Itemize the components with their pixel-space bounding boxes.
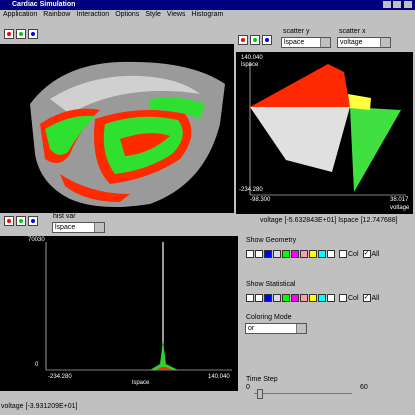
blue-button[interactable] (28, 216, 38, 226)
red-button[interactable] (4, 216, 14, 226)
window-title: Cardiac Simulation (12, 1, 76, 8)
menu-item[interactable]: Views (166, 11, 186, 18)
coloring-select[interactable]: or (245, 323, 307, 334)
y-min-label: -234.280 (239, 187, 263, 193)
hist-var-select[interactable]: lspace (52, 222, 105, 233)
geometry-row: Col ✓ All (246, 250, 379, 258)
select-value: lspace (284, 39, 305, 46)
swatch[interactable] (309, 250, 317, 258)
checkbox[interactable] (246, 250, 254, 258)
blue-button[interactable] (262, 35, 272, 45)
green-button[interactable] (250, 35, 260, 45)
hist-x-min: -234.280 (48, 374, 72, 380)
y-axis-label: lspace (241, 62, 259, 68)
time-min: 0 (246, 384, 250, 391)
slider-thumb[interactable] (257, 389, 263, 399)
col-label: Col (348, 294, 359, 302)
geometry-label: Show Geometry (246, 237, 297, 244)
menu-item[interactable]: Style (145, 11, 161, 18)
scatter-y-label: scatter y (283, 28, 310, 35)
menu-item[interactable]: Interaction (76, 11, 110, 18)
menu-bar: Application Rainbow Interaction Options … (3, 11, 223, 18)
swatch[interactable] (318, 250, 326, 258)
title-bar: Cardiac Simulation (0, 0, 415, 10)
time-max: 60 (360, 384, 368, 391)
scatter-y-select[interactable]: lspace (281, 37, 331, 48)
swatch[interactable] (327, 250, 335, 258)
x-max-label: 38.017 (390, 197, 409, 203)
statistical-row: Col ✓ All (246, 294, 379, 302)
swatch[interactable] (282, 294, 290, 302)
time-slider[interactable] (254, 393, 352, 394)
menu-item[interactable]: Options (115, 11, 140, 18)
swatch[interactable] (255, 294, 263, 302)
hist-var-label: hist var (53, 213, 76, 220)
menu-item[interactable]: Rainbow (43, 11, 71, 18)
time-step-label: Time Step (246, 376, 278, 383)
green-button[interactable] (16, 29, 26, 39)
checkbox[interactable] (339, 294, 347, 302)
swatch[interactable] (309, 294, 317, 302)
checkbox[interactable] (339, 250, 347, 258)
swatch[interactable] (300, 250, 308, 258)
all-label: All (371, 294, 380, 302)
hist-x-max: 140.040 (208, 374, 230, 380)
x-axis-label: voltage (390, 205, 410, 211)
select-value: voltage (340, 39, 363, 46)
y-max-label: 140.040 (241, 55, 263, 61)
minimize-button[interactable] (383, 1, 391, 8)
menu-item[interactable]: Application (3, 11, 38, 18)
coloring-label: Coloring Mode (246, 314, 292, 321)
swatch[interactable] (327, 294, 335, 302)
all-label: All (371, 250, 380, 258)
col-label: Col (348, 250, 359, 258)
swatch[interactable] (318, 294, 326, 302)
scatter-x-select[interactable]: voltage (337, 37, 391, 48)
select-value: or (248, 325, 255, 332)
blue-button[interactable] (28, 29, 38, 39)
close-button[interactable] (404, 1, 412, 8)
maximize-button[interactable] (393, 1, 401, 8)
statistical-label: Show Statistical (246, 281, 296, 288)
swatch[interactable] (282, 250, 290, 258)
swatch[interactable] (264, 294, 272, 302)
swatch[interactable] (273, 294, 281, 302)
histogram-plot (0, 236, 238, 391)
swatch[interactable] (291, 250, 299, 258)
green-button[interactable] (16, 216, 26, 226)
menu-item[interactable]: Histogram (191, 11, 224, 18)
scatter-readout: voltage [-5.632843E+01] lspace [12.74768… (260, 217, 398, 224)
swatch[interactable] (300, 294, 308, 302)
checkbox-checked[interactable]: ✓ (362, 294, 371, 302)
heart-view (0, 44, 234, 213)
scatter-x-label: scatter x (339, 28, 366, 35)
hist-y-max: 70030 (28, 237, 45, 243)
swatch[interactable] (264, 250, 272, 258)
swatch[interactable] (273, 250, 281, 258)
status-text: voltage [-3.931209E+01] (1, 403, 78, 410)
x-min-label: -98.300 (250, 197, 271, 203)
select-value: lspace (55, 224, 76, 231)
hist-y-min: 0 (35, 362, 39, 368)
swatch[interactable] (255, 250, 263, 258)
hist-x-axis: lspace (132, 380, 150, 386)
red-button[interactable] (238, 35, 248, 45)
scatter-plot (236, 52, 413, 214)
swatch[interactable] (291, 294, 299, 302)
checkbox-checked[interactable]: ✓ (362, 250, 371, 258)
checkbox[interactable] (246, 294, 254, 302)
red-button[interactable] (4, 29, 14, 39)
